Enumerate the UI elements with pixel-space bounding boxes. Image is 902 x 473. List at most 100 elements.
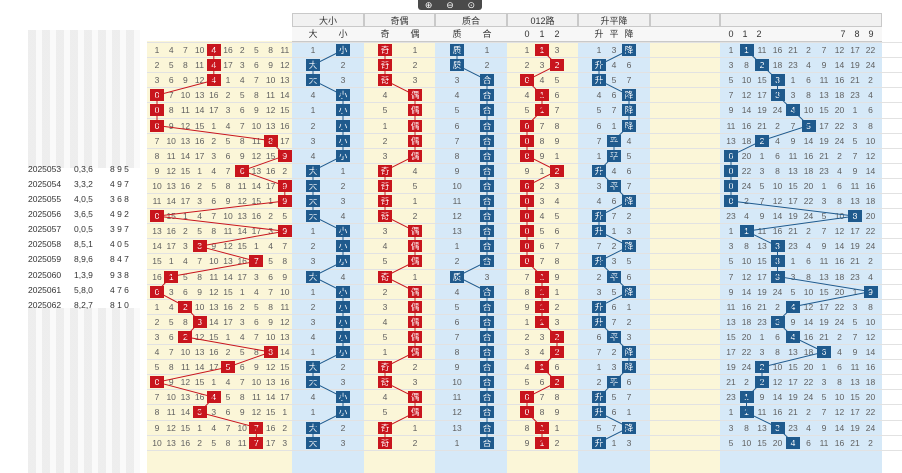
miss-count: 14	[865, 347, 876, 357]
miss-count: 2	[183, 226, 188, 237]
miss-count: 12	[265, 362, 276, 373]
span-mark: 2	[755, 361, 769, 374]
number-ball: 4	[206, 74, 221, 87]
miss-count: 2	[268, 211, 273, 222]
miss-count: 14	[152, 241, 162, 252]
miss-count: 5	[454, 301, 460, 312]
miss-count: 2	[282, 165, 288, 176]
miss-count: 13	[280, 331, 290, 342]
miss-count: 3	[611, 362, 617, 373]
sub-prime-composite: 合	[482, 29, 492, 39]
miss-count: 8	[183, 316, 188, 327]
road-mark: 2	[550, 164, 564, 177]
miss-count: 5	[239, 90, 245, 101]
miss-count: 12	[452, 211, 462, 222]
miss-count: 7	[554, 105, 560, 116]
miss-count: 7	[282, 241, 288, 252]
parity-mark: 奇	[378, 164, 392, 177]
miss-count: 2	[806, 407, 811, 418]
miss-count: 4	[524, 90, 530, 101]
miss-count: 2	[868, 256, 873, 267]
miss-count: 9	[239, 407, 245, 418]
miss-count: 3	[626, 226, 632, 237]
road-mark: 0	[520, 149, 534, 162]
miss-count: 12	[180, 377, 191, 388]
miss-count: 12	[223, 241, 233, 252]
miss-count: 12	[166, 165, 176, 176]
miss-count: 7	[225, 165, 231, 176]
miss-count: 21	[726, 377, 736, 388]
miss-count: 2	[868, 437, 873, 448]
sub-size-big: 大	[308, 29, 318, 39]
miss-count: 7	[626, 75, 632, 86]
miss-count: 11	[819, 75, 829, 86]
parity-mark: 偶	[408, 285, 422, 298]
miss-count: 7	[239, 120, 245, 131]
span-mark: 4	[786, 436, 800, 449]
miss-count: 20	[741, 150, 752, 161]
miss-count: 23	[788, 422, 798, 433]
miss-count: 9	[268, 316, 273, 327]
miss-count: 2	[412, 60, 418, 71]
miss-count: 3	[197, 196, 202, 206]
span-mark: 5	[801, 119, 816, 132]
miss-count: 6	[626, 60, 632, 71]
trend-mark: 升	[592, 59, 606, 72]
miss-count: 10	[180, 347, 191, 357]
miss-count: 13	[180, 135, 191, 146]
span-mark: 1	[739, 44, 754, 56]
miss-count: 4	[239, 75, 245, 86]
grid-line	[147, 389, 902, 391]
miss-count: 19	[788, 211, 798, 222]
miss-count: 14	[209, 316, 219, 327]
miss-count: 17	[280, 135, 290, 146]
miss-count: 17	[237, 271, 247, 282]
miss-count: 5	[254, 45, 259, 55]
miss-count: 7	[728, 271, 734, 282]
miss-count: 10	[280, 286, 290, 297]
miss-count: 4	[611, 165, 617, 176]
zoom-out-icon[interactable]: ⊖	[446, 0, 454, 10]
miss-count: 3	[596, 180, 602, 191]
trend-mark: 升	[592, 406, 606, 419]
miss-count: 17	[819, 301, 829, 312]
miss-count: 1	[524, 316, 530, 327]
zoom-reset-icon[interactable]: ⊙	[467, 0, 476, 10]
miss-count: 4	[310, 150, 316, 161]
trend-mark: 降	[622, 421, 636, 434]
parity-mark: 偶	[408, 240, 422, 253]
miss-count: 18	[741, 135, 752, 146]
miss-count: 8	[254, 90, 259, 101]
miss-count: 7	[821, 407, 827, 418]
grid-line	[147, 57, 902, 59]
miss-count: 14	[223, 271, 233, 282]
number-ball: 6	[235, 164, 250, 177]
miss-count: 7	[821, 45, 827, 55]
prime-mark: 合	[480, 195, 494, 207]
miss-count: 14	[772, 392, 783, 403]
miss-count: 5	[626, 256, 632, 267]
miss-count: 3	[239, 60, 245, 71]
miss-count: 10	[452, 180, 462, 191]
grid-line	[147, 328, 902, 330]
zoom-in-icon[interactable]: ⊕	[424, 0, 433, 10]
parity-mark: 奇	[378, 74, 392, 87]
sub-span-1: 1	[742, 29, 748, 39]
miss-count: 21	[788, 407, 798, 418]
miss-count: 6	[611, 196, 617, 206]
miss-count: 17	[757, 90, 767, 101]
miss-count: 5	[728, 256, 734, 267]
miss-count: 2	[225, 347, 231, 357]
miss-count: 8	[168, 105, 174, 116]
miss-count: 8	[239, 392, 245, 403]
miss-count: 3	[183, 241, 188, 252]
miss-count: 3	[484, 271, 490, 282]
miss-count: 12	[772, 196, 783, 206]
miss-count: 19	[850, 422, 860, 433]
miss-count: 17	[788, 377, 798, 388]
period-sum: 3,3,2	[74, 178, 93, 189]
miss-count: 21	[757, 120, 767, 131]
miss-count: 11	[251, 135, 261, 146]
miss-count: 7	[539, 392, 545, 403]
miss-count: 8	[454, 347, 460, 357]
